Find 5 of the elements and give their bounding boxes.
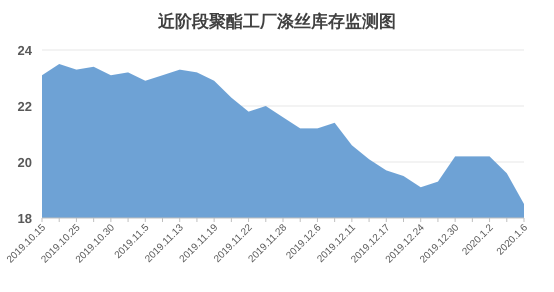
y-tick-label: 24 (18, 43, 33, 58)
chart-title: 近阶段聚酯工厂涤丝库存监测图 (157, 12, 396, 31)
y-tick-label: 18 (18, 211, 32, 226)
y-tick-label: 20 (18, 155, 32, 170)
y-tick-label: 22 (18, 99, 32, 114)
